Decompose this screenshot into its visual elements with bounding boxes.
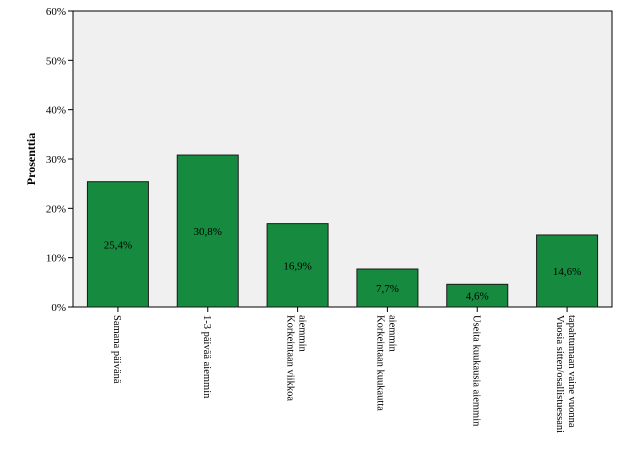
y-axis-label: Prosenttia <box>24 133 38 185</box>
bar-value-label: 16,9% <box>283 260 311 272</box>
y-tick-label: 10% <box>46 253 66 265</box>
x-category-label-line: aiemmin <box>386 315 397 352</box>
x-axis: Samana päivänä 1-3 päivää aiemmin Korkeint… <box>111 307 577 433</box>
y-tick-label: 50% <box>46 55 66 67</box>
y-tick-label: 20% <box>46 203 66 215</box>
bar-value-label: 4,6% <box>466 291 489 303</box>
x-category-label-line: tapahtumaan vaine vuonna <box>566 315 577 428</box>
bar <box>536 234 599 308</box>
x-category-label: Useita kuukausia aiemmin <box>470 315 481 427</box>
bar <box>266 223 329 308</box>
y-tick-label: 30% <box>46 154 66 166</box>
bar-value-label: 7,7% <box>376 283 399 295</box>
x-category-label-line: Korkeintaan kuukautta <box>374 315 385 411</box>
bar <box>176 154 239 308</box>
bar-value-label: 14,6% <box>553 266 581 278</box>
y-tick-label: 60% <box>46 6 66 18</box>
x-category-label: Korkeintaan viikkoa aiemmin <box>285 315 308 401</box>
x-category-label: Vuosia sitten/osallistuessani tapahtumaan… <box>554 315 577 433</box>
y-axis: 0% 10% 20% 30% 40% 50% 60% <box>46 6 73 314</box>
x-category-label: 1-3 päivää aiemmin <box>201 315 212 399</box>
bar <box>356 268 419 308</box>
bar-value-label: 25,4% <box>104 239 132 251</box>
x-category-label-line: aiemmin <box>297 315 308 352</box>
y-tick-label: 0% <box>51 302 66 314</box>
bar-value-label: 30,8% <box>194 226 222 238</box>
x-category-label-line: Samana päivänä <box>111 315 122 384</box>
x-category-label-line: Useita kuukausia aiemmin <box>470 315 481 427</box>
x-category-label: Samana päivänä <box>111 315 122 384</box>
x-category-label-line: 1-3 päivää aiemmin <box>201 315 212 399</box>
x-category-label: Korkeintaan kuukautta aiemmin <box>374 315 397 411</box>
y-tick-label: 40% <box>46 105 66 117</box>
plot-area <box>72 10 613 308</box>
x-category-label-line: Korkeintaan viikkoa <box>285 315 296 401</box>
x-category-label-line: Vuosia sitten/osallistuessani <box>554 315 565 433</box>
